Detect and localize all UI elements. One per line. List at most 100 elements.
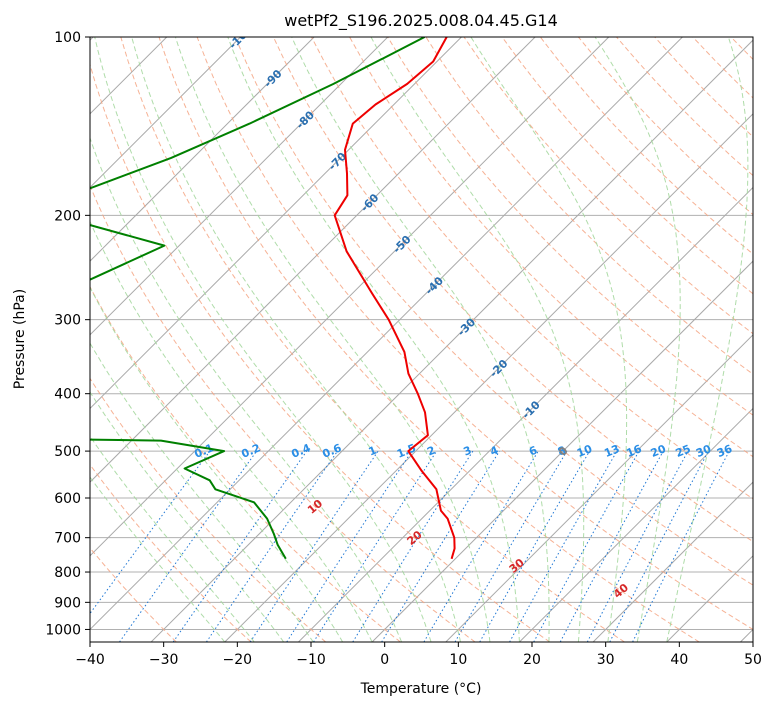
isotherm-line: [90, 37, 241, 189]
moist-adiabat-line: [131, 37, 461, 642]
mixing-ratio-line: [381, 450, 500, 642]
dry-adiabat-line: [234, 37, 753, 586]
isotherm-line: [90, 37, 683, 631]
mixing-ratio-line: [559, 450, 664, 642]
x-tick-label: 40: [670, 652, 688, 668]
dewpoint-line: [90, 37, 426, 560]
dry-adiabat-line: [692, 37, 753, 99]
mixing-ratio-line: [90, 450, 211, 615]
isotherm-line: [90, 37, 610, 557]
dry-adiabat-line: [272, 37, 753, 543]
x-tick-label: 10: [449, 652, 467, 668]
mixing-ratio-label: 10: [575, 442, 594, 460]
chart-title: wetPf2_S196.2025.008.04.45.G14: [284, 11, 558, 31]
mixing-ratio-label: 0.4: [290, 441, 313, 460]
isotherm-line: [90, 37, 536, 483]
x-tick-label: 0: [380, 652, 389, 668]
dry-adiabat-label: 20: [405, 528, 425, 548]
mixing-ratio-label: 36: [715, 442, 734, 460]
y-tick-label: 500: [54, 444, 81, 460]
dry-adiabat-line: [425, 37, 753, 375]
mixing-ratio-line: [119, 450, 258, 642]
moist-adiabat-line: [370, 37, 585, 642]
x-tick-label: 20: [523, 652, 541, 668]
moist-adiabat-line: [470, 37, 628, 642]
plot-grid: [90, 37, 775, 642]
dry-adiabat-line: [654, 37, 753, 138]
mixing-ratio-line: [509, 450, 618, 642]
moist-adiabat-line: [90, 220, 373, 642]
dry-adiabat-line: [616, 37, 753, 177]
isotherm-line: [150, 39, 753, 642]
dry-adiabat-line: [120, 37, 625, 642]
isotherm-label: -80: [294, 108, 317, 131]
moist-adiabat-line: [227, 37, 520, 642]
y-axis-label: Pressure (hPa): [12, 289, 28, 389]
mixing-ratio-line: [205, 450, 338, 642]
isotherm-label: -10: [520, 398, 543, 421]
mixing-ratio-label: 8: [556, 444, 568, 459]
x-tick-label: −40: [75, 652, 105, 668]
isotherm-line: [592, 481, 753, 642]
x-tick-label: 50: [744, 652, 762, 668]
mixing-ratio-label: 0.6: [320, 441, 343, 460]
mixing-ratio-label: 3: [462, 444, 474, 459]
moist-adiabat-line: [594, 37, 681, 642]
x-axis-label: Temperature (°C): [360, 681, 482, 697]
mixing-ratio-label: 1: [367, 444, 379, 459]
isotherm-line: [740, 628, 753, 642]
isotherm-line: [90, 37, 315, 262]
isotherm-line: [224, 113, 753, 642]
plot-frame: [89, 36, 754, 643]
isotherm-label: -50: [390, 233, 413, 256]
dry-adiabat-line: [90, 62, 551, 642]
mixing-ratio-line: [286, 450, 413, 642]
mixing-ratio-label: 20: [649, 442, 668, 460]
mixing-ratio-line: [632, 450, 730, 642]
x-tick-label: −30: [149, 652, 179, 668]
mixing-ratio-line: [172, 450, 308, 642]
mixing-ratio-line: [533, 450, 640, 642]
mixing-ratio-line: [249, 450, 379, 642]
mixing-ratio-line: [454, 450, 568, 642]
mixing-ratio-label: 2: [425, 444, 437, 459]
mixing-ratio-label: 16: [625, 442, 644, 460]
moist-adiabat-line: [90, 342, 314, 642]
dry-adiabat-label: 30: [507, 556, 527, 576]
dry-adiabat-line: [158, 37, 700, 642]
moist-adiabat-line: [291, 37, 550, 642]
dry-adiabat-line: [501, 37, 753, 295]
isotherm-line: [519, 407, 753, 642]
y-tick-label: 100: [54, 30, 81, 46]
moist-adiabat-line: [90, 391, 285, 642]
dry-adiabat-line: [349, 37, 753, 458]
mixing-ratio-label: 30: [694, 442, 713, 460]
mixing-ratio-label: 13: [602, 442, 621, 460]
moist-adiabat-line: [666, 37, 749, 642]
mixing-ratio-line: [313, 450, 438, 642]
dry-adiabat-line: [578, 37, 753, 216]
y-tick-label: 600: [54, 491, 81, 507]
dry-adiabat-line: [539, 37, 753, 255]
mixing-ratio-label: 25: [674, 442, 693, 460]
dry-adiabat-line: [90, 184, 476, 642]
axes: −40 −30 −20 −10 0 10 20 30 40 50 100 200 300 400 500 60…: [45, 30, 762, 668]
mixing-ratio-label: 1.5: [395, 441, 418, 460]
isotherm-line: [666, 555, 753, 642]
moist-adiabat-line: [90, 136, 403, 642]
y-tick-label: 1000: [45, 622, 81, 638]
dry-adiabat-line: [311, 37, 753, 500]
dry-adiabat-line: [463, 37, 753, 335]
dry-adiabat-line: [90, 285, 401, 642]
y-tick-label: 700: [54, 531, 81, 547]
y-tick-label: 300: [54, 313, 81, 329]
y-tick-label: 200: [54, 208, 81, 224]
dry-adiabat-line: [769, 37, 775, 642]
dry-adiabat-line: [90, 463, 252, 642]
dry-adiabat-label: 40: [611, 581, 631, 601]
moist-adiabat-line: [94, 37, 432, 642]
isotherm-line: [90, 37, 389, 336]
x-tick-label: −20: [223, 652, 253, 668]
mixing-ratio-label: 0.2: [239, 441, 262, 460]
